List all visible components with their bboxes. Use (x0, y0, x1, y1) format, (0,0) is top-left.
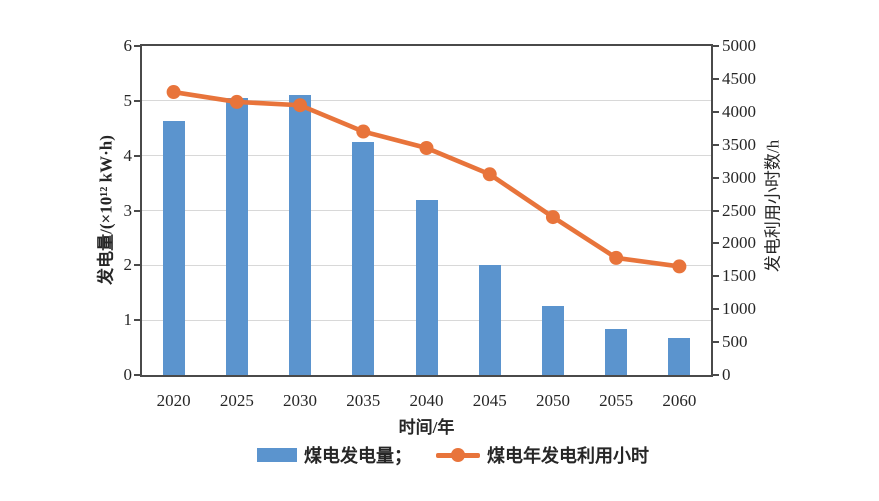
line-point-2025 (229, 94, 244, 109)
y-left-tick-2 (134, 264, 140, 267)
y-right-tick-label-3000: 3000 (722, 167, 756, 187)
y-right-tick-4000 (713, 110, 719, 113)
bar-2060 (668, 338, 691, 375)
y-left-tick-label-3: 3 (123, 200, 133, 220)
legend-label-utilization-hours: 煤电年发电利用小时 (487, 446, 649, 466)
y-right-tick-label-500: 500 (722, 332, 748, 352)
y-right-tick-5000 (713, 45, 719, 47)
bar-2055 (605, 329, 628, 375)
x-tick-label-2045: 2045 (472, 391, 507, 410)
bar-2050 (541, 306, 564, 375)
x-tick-label-2040: 2040 (409, 391, 444, 410)
y-right-tick-label-2500: 2500 (722, 200, 756, 220)
y-right-tick-label-4000: 4000 (722, 101, 756, 121)
x-tick-label-2025: 2025 (219, 391, 254, 410)
plot-area (140, 44, 713, 377)
gridline-5 (142, 100, 711, 102)
utilization-line-layer (166, 85, 687, 274)
line-point-2045 (482, 167, 497, 182)
bar-2030 (289, 95, 312, 375)
line-point-2060 (672, 259, 687, 274)
y-right-tick-label-2000: 2000 (722, 233, 756, 253)
y-left-tick-3 (134, 209, 140, 212)
y-left-tick-1 (134, 319, 140, 322)
line-point-2020 (166, 85, 181, 100)
bar-2020 (162, 121, 185, 375)
x-tick-label-2020: 2020 (156, 391, 191, 410)
y-right-tick-label-4500: 4500 (722, 68, 756, 88)
y-axis-left-title: 发电量/(×10¹² kW·h) (96, 135, 116, 285)
y-left-tick-label-1: 1 (123, 310, 133, 330)
y-right-tick-2000 (713, 242, 719, 245)
y-right-tick-4500 (713, 77, 719, 80)
x-tick-label-2035: 2035 (346, 391, 381, 410)
y-right-tick-3500 (713, 143, 719, 146)
y-left-tick-6 (134, 45, 140, 47)
line-legend-marker-icon (451, 448, 465, 462)
line-point-2035 (356, 124, 371, 139)
bar-legend-swatch-icon (257, 448, 297, 462)
line-point-2030 (293, 98, 308, 113)
y-right-tick-3000 (713, 176, 719, 179)
y-left-tick-4 (134, 154, 140, 157)
x-tick-label-2060: 2060 (662, 391, 697, 410)
y-right-tick-label-1500: 1500 (722, 266, 756, 286)
line-point-2050 (545, 210, 560, 225)
y-left-tick-5 (134, 99, 140, 102)
y-right-tick-0 (713, 374, 719, 376)
bar-2025 (225, 98, 248, 375)
y-left-tick-0 (134, 374, 140, 376)
y-left-tick-label-6: 6 (123, 36, 133, 55)
y-left-tick-label-4: 4 (123, 145, 133, 165)
y-right-tick-1000 (713, 308, 719, 311)
y-right-tick-1500 (713, 275, 719, 278)
x-tick-label-2030: 2030 (283, 391, 318, 410)
bar-2045 (478, 265, 501, 375)
x-axis-title: 时间/年 (398, 418, 455, 437)
bar-2035 (352, 141, 375, 375)
y-left-tick-label-2: 2 (123, 255, 133, 275)
legend: 煤电发电量； 煤电年发电利用小时 (257, 443, 649, 467)
x-tick-label-2055: 2055 (599, 391, 634, 410)
y-axis-right-title: 发电利用小时数/h (763, 139, 783, 273)
y-left-tick-label-0: 0 (123, 365, 133, 384)
gridline-4 (142, 155, 711, 157)
x-tick-label-2050: 2050 (535, 391, 570, 410)
y-right-tick-label-0: 0 (722, 365, 731, 384)
y-right-tick-2500 (713, 209, 719, 212)
line-point-2055 (609, 250, 624, 265)
y-left-tick-label-5: 5 (123, 90, 133, 110)
legend-label-generation: 煤电发电量； (304, 446, 412, 466)
y-right-tick-label-1000: 1000 (722, 299, 756, 319)
bar-2040 (415, 199, 438, 375)
utilization-line (173, 89, 680, 269)
y-right-tick-label-5000: 5000 (722, 36, 756, 55)
line-legend-swatch-icon (436, 448, 480, 462)
line-point-2040 (419, 140, 434, 155)
y-right-tick-label-3500: 3500 (722, 134, 756, 154)
y-right-tick-500 (713, 341, 719, 344)
